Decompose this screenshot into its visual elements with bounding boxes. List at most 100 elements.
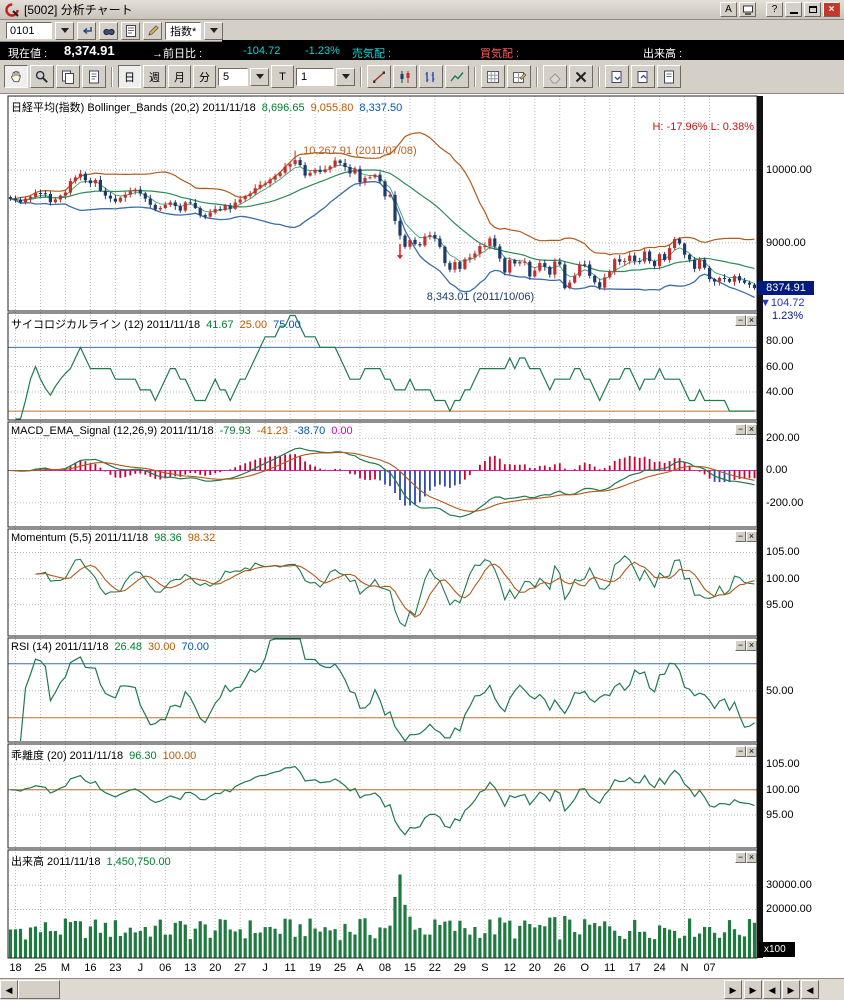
period-monthly-button[interactable]: 月 [168, 65, 191, 88]
pan-hand-button[interactable] [4, 65, 28, 88]
load-layout-button[interactable] [631, 65, 655, 88]
x-axis-label: 29 [453, 962, 467, 974]
period-minute-button[interactable]: 分 [193, 65, 216, 88]
list-form-button[interactable] [121, 21, 140, 40]
panel-close-button[interactable]: × [746, 315, 757, 326]
window-title: [5002] 分析チャート [24, 3, 133, 17]
monitor-button[interactable] [739, 2, 756, 17]
x-axis-label: 18 [9, 962, 22, 974]
grid-toggle-button[interactable] [481, 65, 505, 88]
panel-minimize-button[interactable]: − [735, 852, 746, 863]
panel-label: 出来高 2011/11/18 [11, 856, 101, 868]
chart-type-dropdown-button[interactable] [204, 21, 224, 40]
scrollbar-thumb[interactable] [18, 980, 60, 999]
scroll-left-button[interactable]: ◀ [0, 980, 18, 999]
indicator-value: -41.23 [256, 425, 289, 437]
interval-select[interactable]: 1 [296, 67, 334, 86]
interval-dropdown-button[interactable] [336, 67, 355, 86]
new-page-button[interactable] [82, 65, 106, 88]
y-axis-label: 60.00 [766, 360, 794, 373]
scroll-page-forward-button[interactable]: ▶ [744, 980, 762, 999]
change-value: -104.72 [243, 45, 281, 57]
code-dropdown-button[interactable] [55, 21, 74, 40]
trendline-tool-button[interactable] [367, 65, 391, 88]
panel-close-button[interactable]: × [746, 424, 757, 435]
indicator-value: 96.30 [129, 750, 157, 762]
print-page-button[interactable] [657, 65, 681, 88]
x-axis-label: 25 [34, 962, 47, 974]
save-layout-button[interactable] [605, 65, 629, 88]
close-button[interactable]: × [823, 2, 840, 17]
panel-close-button[interactable]: × [746, 852, 757, 863]
x-axis-label: 25 [333, 962, 347, 974]
x-axis-label: 27 [234, 962, 247, 974]
y-axis-label: 10000.00 [766, 164, 812, 177]
panel-header-kairi: 乖離度 (20) 2011/11/18 96.30 100.00 [11, 747, 202, 763]
x-axis-label: 23 [109, 962, 122, 974]
panel-close-button[interactable]: × [746, 640, 757, 651]
indicator-value: 0.00 [331, 425, 353, 437]
panel-minimize-button[interactable]: − [735, 640, 746, 651]
scroll-end-button[interactable]: ▶ [782, 980, 800, 999]
grid-edit-button[interactable] [507, 65, 531, 88]
y-axis-label: 40.00 [766, 385, 794, 398]
copy-page-button[interactable] [56, 65, 80, 88]
y-axis-label: 105.00 [766, 758, 800, 771]
scroll-home-button[interactable]: ◀ [801, 980, 819, 999]
panel-header-main: 日経平均(指数) Bollinger_Bands (20,2) 2011/11/… [11, 99, 408, 115]
panel-header-macd: MACD_EMA_Signal (12,26,9) 2011/11/18 -79.… [11, 425, 359, 437]
indicator-value: 25.00 [239, 319, 268, 331]
line-chart-button[interactable] [445, 65, 469, 88]
chart-type-select[interactable]: 指数* [165, 21, 202, 40]
y-axis-label: 95.00 [766, 598, 794, 611]
x-axis-label: 08 [378, 962, 392, 974]
panel-close-button[interactable]: × [746, 531, 757, 542]
panel-label: Momentum (5,5) 2011/11/18 [11, 532, 149, 544]
zoom-button[interactable] [30, 65, 54, 88]
horizontal-scrollbar[interactable]: ◀ ▶ ▶ ◀ ▶ ◀ [0, 978, 844, 1000]
panel-minimize-button[interactable]: − [735, 531, 746, 542]
search-icon[interactable] [99, 21, 118, 40]
chevron-down-icon [341, 74, 350, 79]
x-axis-label: 19 [308, 962, 322, 974]
stock-code-input[interactable] [6, 22, 52, 39]
scroll-right-button[interactable]: ▶ [724, 980, 742, 999]
panel-minimize-button[interactable]: − [735, 746, 746, 757]
maximize-button[interactable] [804, 2, 821, 17]
help-button[interactable]: ? [766, 2, 783, 17]
candlestick-chart-button[interactable] [393, 65, 417, 88]
x-axis-label: J [262, 962, 268, 974]
x-axis-label: 26 [553, 962, 566, 974]
tick-button[interactable]: T [271, 65, 294, 88]
delete-drawing-button[interactable] [569, 65, 593, 88]
panel-minimize-button[interactable]: − [735, 424, 746, 435]
panel-label: 乖離度 (20) 2011/11/18 [11, 750, 124, 762]
eraser-button[interactable] [543, 65, 567, 88]
a-button[interactable]: A [720, 2, 737, 17]
bars-count-dropdown-button[interactable] [250, 67, 269, 86]
panel-minimize-button[interactable]: − [735, 315, 746, 326]
x-axis-label: 20 [528, 962, 541, 974]
panel-close-button[interactable]: × [746, 746, 757, 757]
interval-value: 1 [301, 70, 308, 83]
bar-chart-button[interactable] [419, 65, 443, 88]
bars-count-select[interactable]: 5 [218, 67, 248, 86]
x-axis-label: S [481, 962, 489, 974]
y-axis-label: 20000.00 [766, 903, 812, 916]
back-button[interactable] [77, 21, 96, 40]
volume-label: 出来高 : [643, 48, 683, 60]
edit-pencil-button[interactable] [143, 21, 162, 40]
scroll-page-back-button[interactable]: ◀ [763, 980, 781, 999]
toolbar-separator [536, 66, 538, 87]
period-daily-button[interactable]: 日 [118, 65, 141, 88]
chart-toolbar: 日 週 月 分 5 T 1 [0, 60, 844, 94]
x-axis-label: 07 [703, 962, 716, 974]
x-axis-label: 20 [209, 962, 222, 974]
indicator-value: 1,450,750.00 [106, 856, 171, 868]
minimize-button[interactable] [785, 2, 802, 17]
chevron-down-icon [209, 28, 218, 33]
y-axis-label: 50.00 [766, 684, 794, 697]
period-weekly-button[interactable]: 週 [143, 65, 166, 88]
